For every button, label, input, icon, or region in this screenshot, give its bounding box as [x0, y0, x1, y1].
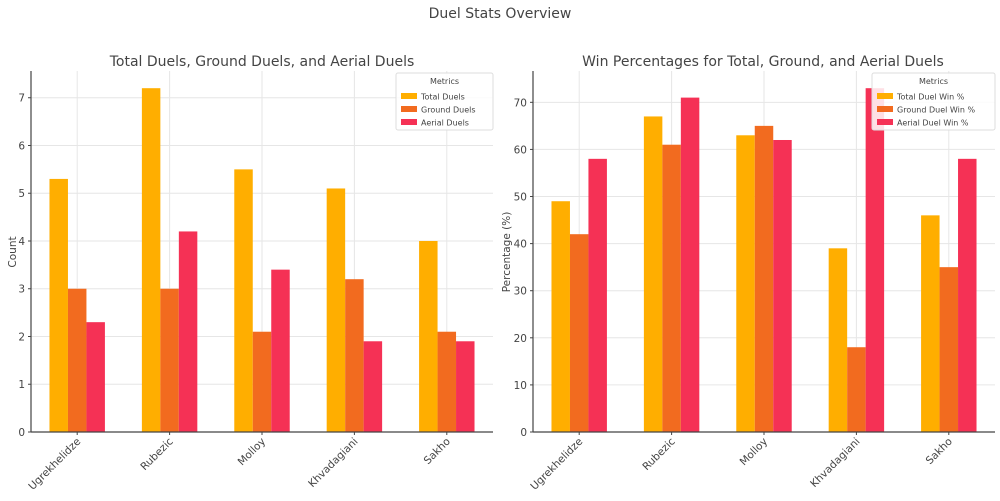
y-axis-label: Count: [7, 236, 19, 267]
legend: Metrics Total Duel Win % Ground Duel Win %…: [871, 72, 996, 131]
bar: [773, 139, 792, 433]
bar: [86, 322, 105, 432]
y-tick-label: 1: [18, 379, 25, 391]
figure-suptitle: Duel Stats Overview: [429, 6, 572, 22]
legend-swatch: [877, 106, 893, 112]
x-tick-label: Rubezic: [138, 435, 175, 472]
x-tick-label: Molloy: [738, 436, 771, 469]
bar: [345, 279, 364, 432]
legend-label: Aerial Duels: [421, 119, 469, 128]
chart-total-duels: Total Duels, Ground Duels, and Aerial Du…: [7, 54, 494, 493]
y-tick-label: 20: [514, 333, 527, 345]
series-total-duel-win-: [551, 116, 940, 433]
legend-box: [871, 72, 996, 131]
legend-swatch: [401, 106, 417, 112]
y-tick-label: 2: [18, 331, 25, 343]
x-tick-label: Rubezic: [640, 435, 677, 472]
bar: [160, 288, 179, 432]
bar: [847, 347, 866, 432]
series-total-duels: [49, 88, 438, 432]
bar: [643, 116, 663, 432]
series-aerial-duel-win-: [588, 88, 977, 433]
legend-label: Total Duel Win %: [896, 93, 965, 102]
bar: [958, 158, 977, 432]
bar: [141, 88, 161, 432]
bar: [865, 88, 885, 432]
bar: [551, 201, 570, 432]
y-tick-label: 5: [18, 188, 25, 200]
legend-box: [395, 72, 494, 131]
y-tick-label: 4: [18, 236, 25, 248]
bar: [419, 240, 438, 432]
y-tick-label: 50: [514, 192, 527, 204]
y-tick-label: 60: [514, 144, 527, 156]
legend-swatch: [877, 119, 893, 125]
bar: [939, 267, 959, 432]
x-tick-label: Sakho: [422, 436, 453, 467]
bar: [271, 269, 290, 432]
bar: [178, 231, 198, 432]
y-tick-label: 30: [514, 286, 527, 298]
legend-title: Metrics: [919, 77, 948, 86]
legend-swatch: [877, 93, 893, 99]
legend-label: Total Duels: [420, 93, 465, 102]
y-tick-label: 0: [520, 427, 527, 439]
bar: [828, 248, 848, 432]
series-ground-duel-win-: [569, 125, 959, 433]
x-tick-label: Sakho: [924, 436, 955, 467]
y-tick-label: 6: [18, 140, 25, 152]
bar: [588, 158, 607, 432]
y-tick-label: 7: [18, 93, 25, 105]
series-aerial-duels: [86, 231, 475, 432]
chart-title: Win Percentages for Total, Ground, and A…: [582, 54, 944, 70]
bar: [252, 331, 272, 432]
legend: Metrics Total Duels Ground Duels Aerial Due…: [395, 72, 494, 131]
y-tick-label: 70: [514, 97, 527, 109]
y-axis-label: Percentage (%): [501, 212, 513, 293]
bar: [234, 169, 253, 432]
legend-label: Aerial Duel Win %: [897, 119, 969, 128]
bar: [680, 97, 700, 432]
bar: [569, 234, 589, 432]
legend-label: Ground Duel Win %: [897, 106, 975, 115]
bar: [67, 288, 87, 432]
bar: [921, 215, 940, 432]
bar: [754, 125, 774, 433]
x-tick-label: Khvadagiani: [306, 436, 360, 490]
x-tick-label: Khvadagiani: [808, 436, 862, 490]
y-tick-label: 0: [18, 427, 25, 439]
y-tick-label: 40: [514, 239, 527, 251]
series-ground-duels: [67, 279, 457, 432]
bar: [662, 144, 681, 433]
legend-title: Metrics: [430, 77, 459, 86]
bar: [363, 341, 383, 432]
x-tick-label: Ugrekhelidze: [528, 436, 585, 493]
legend-swatch: [401, 119, 417, 125]
y-tick-label: 10: [514, 380, 527, 392]
bar: [736, 135, 755, 433]
chart-win-percentages: Win Percentages for Total, Ground, and A…: [501, 54, 996, 493]
bar: [49, 178, 68, 432]
legend-swatch: [401, 93, 417, 99]
bar: [326, 188, 346, 432]
bar: [456, 341, 475, 432]
bar: [437, 331, 457, 432]
x-tick-label: Molloy: [236, 436, 269, 469]
legend-label: Ground Duels: [421, 106, 476, 115]
y-tick-label: 3: [18, 284, 25, 296]
x-tick-label: Ugrekhelidze: [26, 436, 83, 493]
chart-title: Total Duels, Ground Duels, and Aerial Du…: [109, 54, 415, 70]
